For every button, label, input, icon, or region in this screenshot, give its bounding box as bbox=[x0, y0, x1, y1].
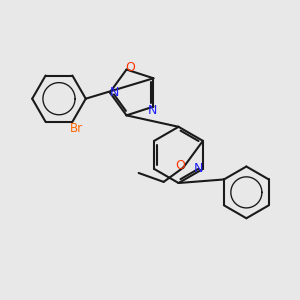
Text: O: O bbox=[125, 61, 135, 74]
Text: Br: Br bbox=[69, 122, 82, 135]
Text: N: N bbox=[193, 163, 203, 176]
Text: N: N bbox=[110, 86, 119, 99]
Text: O: O bbox=[175, 159, 184, 172]
Text: N: N bbox=[148, 104, 157, 117]
